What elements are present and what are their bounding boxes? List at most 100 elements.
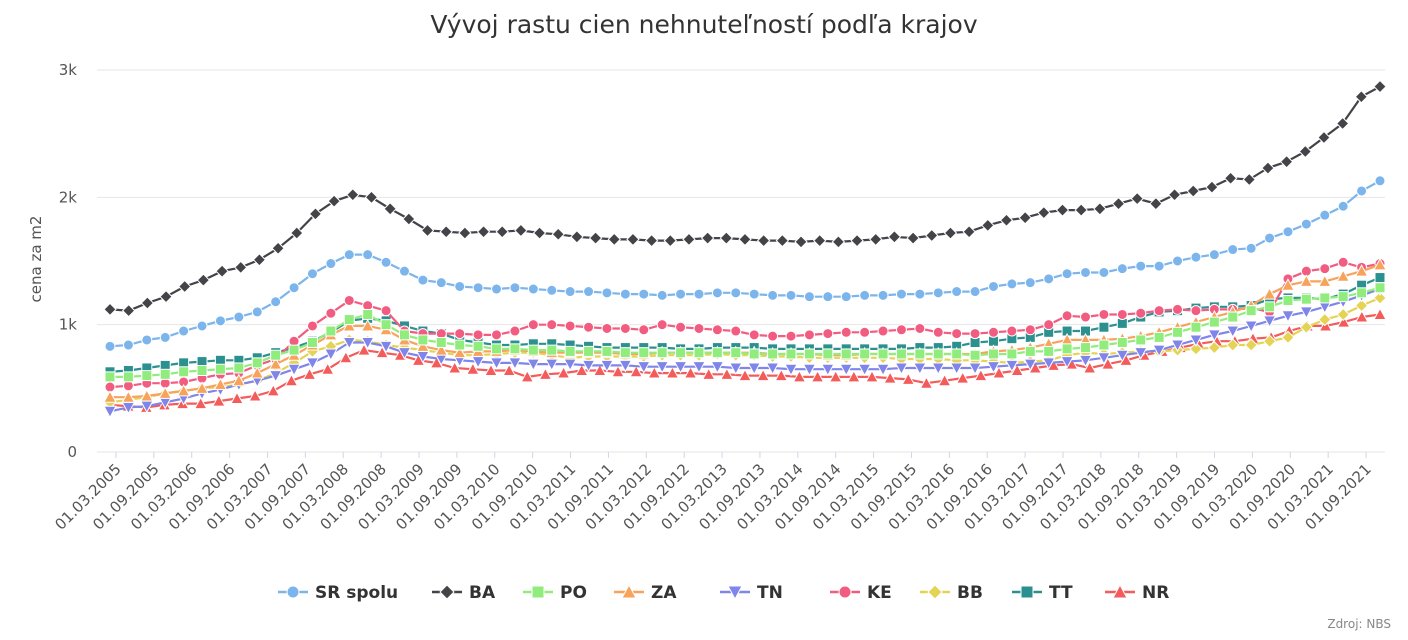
data-point[interactable] — [986, 361, 1001, 374]
data-point[interactable] — [877, 325, 889, 337]
data-point[interactable] — [509, 282, 521, 294]
series-line[interactable] — [108, 179, 1382, 348]
data-point[interactable] — [454, 339, 466, 351]
series-tn[interactable] — [103, 283, 1387, 419]
data-point[interactable] — [556, 366, 571, 379]
legend-item-tn[interactable]: TN — [720, 583, 783, 603]
data-point[interactable] — [196, 365, 208, 377]
data-point[interactable] — [287, 363, 301, 377]
data-point[interactable] — [969, 349, 981, 361]
data-point[interactable] — [1242, 172, 1256, 187]
data-point[interactable] — [638, 347, 650, 359]
data-point[interactable] — [271, 241, 285, 255]
data-point[interactable] — [214, 315, 226, 327]
data-point[interactable] — [969, 328, 981, 340]
data-point[interactable] — [195, 381, 209, 394]
data-point[interactable] — [1356, 287, 1368, 299]
data-point[interactable] — [593, 363, 607, 377]
data-point[interactable] — [491, 329, 503, 341]
data-point[interactable] — [308, 207, 323, 221]
data-point[interactable] — [951, 328, 963, 340]
data-point[interactable] — [1374, 175, 1386, 187]
data-point[interactable] — [546, 344, 558, 356]
data-point[interactable] — [1208, 249, 1220, 261]
series-line[interactable] — [108, 85, 1382, 312]
data-point[interactable] — [1172, 326, 1184, 338]
data-point[interactable] — [1153, 260, 1165, 272]
data-point[interactable] — [1101, 357, 1115, 370]
data-point[interactable] — [728, 362, 743, 376]
data-point[interactable] — [700, 231, 715, 245]
data-point[interactable] — [320, 362, 335, 375]
data-point[interactable] — [458, 226, 472, 240]
data-point[interactable] — [484, 363, 498, 377]
data-point[interactable] — [611, 364, 625, 378]
data-point[interactable] — [931, 362, 946, 376]
data-point[interactable] — [1208, 316, 1220, 328]
data-point[interactable] — [1336, 269, 1351, 282]
data-point[interactable] — [212, 394, 226, 407]
data-point[interactable] — [491, 343, 503, 355]
data-point[interactable] — [1115, 349, 1130, 363]
data-point[interactable] — [968, 362, 982, 376]
data-point[interactable] — [339, 350, 353, 364]
data-point[interactable] — [1024, 277, 1036, 289]
data-point[interactable] — [794, 235, 808, 249]
data-point[interactable] — [767, 348, 779, 360]
data-point[interactable] — [600, 359, 614, 373]
data-point[interactable] — [1043, 273, 1055, 285]
legend-item-bb[interactable]: BB — [920, 583, 983, 603]
data-point[interactable] — [104, 371, 116, 383]
legend-item-za[interactable]: ZA — [614, 583, 677, 603]
data-point[interactable] — [398, 265, 410, 277]
data-point[interactable] — [193, 396, 208, 410]
data-point[interactable] — [647, 366, 662, 379]
data-point[interactable] — [730, 325, 742, 337]
data-point[interactable] — [1055, 203, 1070, 217]
data-point[interactable] — [803, 291, 815, 303]
data-point[interactable] — [1190, 321, 1202, 333]
data-point[interactable] — [859, 289, 871, 301]
data-point[interactable] — [812, 233, 827, 248]
series-sr-spolu[interactable] — [104, 175, 1386, 352]
legend-item-po[interactable]: PO — [523, 583, 587, 603]
data-point[interactable] — [1060, 356, 1074, 369]
data-point[interactable] — [1043, 345, 1055, 357]
data-point[interactable] — [158, 386, 173, 399]
data-point[interactable] — [305, 357, 320, 370]
data-point[interactable] — [656, 319, 668, 331]
data-point[interactable] — [859, 348, 871, 360]
data-point[interactable] — [551, 227, 565, 241]
data-point[interactable] — [1061, 310, 1073, 322]
data-point[interactable] — [563, 358, 577, 372]
data-point[interactable] — [234, 260, 248, 275]
data-point[interactable] — [362, 249, 374, 261]
data-point[interactable] — [306, 336, 318, 348]
data-point[interactable] — [416, 339, 430, 352]
data-point[interactable] — [1080, 266, 1092, 278]
data-point[interactable] — [1116, 336, 1128, 348]
data-point[interactable] — [644, 233, 659, 248]
data-point[interactable] — [1074, 203, 1088, 217]
data-point[interactable] — [919, 376, 934, 389]
data-point[interactable] — [452, 345, 467, 359]
data-point[interactable] — [1244, 320, 1259, 333]
data-point[interactable] — [1170, 339, 1185, 353]
data-point[interactable] — [877, 348, 889, 360]
data-point[interactable] — [1261, 161, 1275, 175]
data-point[interactable] — [738, 368, 752, 382]
data-point[interactable] — [673, 361, 688, 374]
data-point[interactable] — [103, 302, 117, 317]
data-point[interactable] — [840, 348, 852, 360]
data-point[interactable] — [1061, 268, 1073, 280]
data-point[interactable] — [439, 225, 453, 239]
series-line[interactable] — [108, 296, 1382, 404]
data-point[interactable] — [850, 233, 864, 248]
data-point[interactable] — [822, 328, 834, 340]
data-point[interactable] — [701, 367, 716, 380]
data-point[interactable] — [1299, 306, 1314, 319]
data-point[interactable] — [574, 363, 589, 377]
data-point[interactable] — [1355, 309, 1369, 323]
data-point[interactable] — [472, 282, 484, 294]
data-point[interactable] — [693, 347, 705, 359]
